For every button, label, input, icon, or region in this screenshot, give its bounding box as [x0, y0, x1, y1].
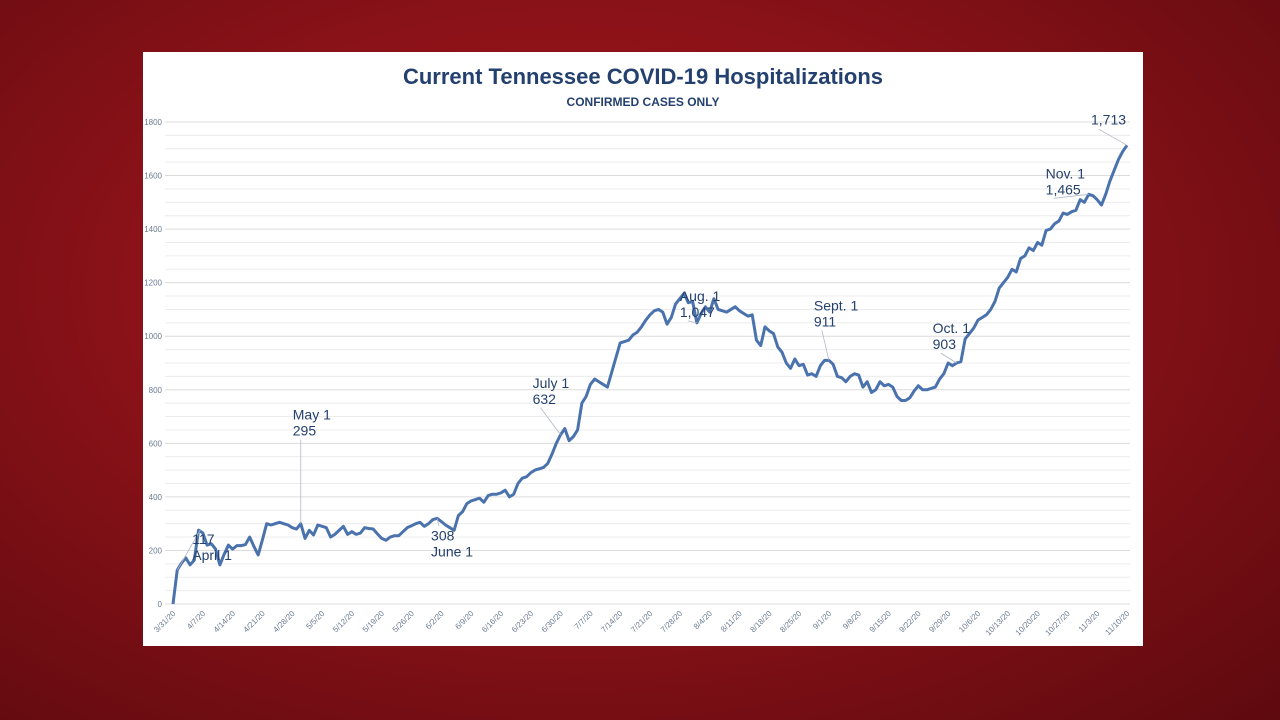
x-tick-label: 9/15/20	[868, 609, 894, 635]
x-tick-label: 6/2/20	[424, 609, 446, 631]
x-tick-label: 10/13/20	[984, 609, 1013, 638]
chart-title: Current Tennessee COVID-19 Hospitalizati…	[403, 64, 883, 89]
x-tick-label: 11/3/20	[1077, 609, 1102, 634]
annotation-leader	[821, 330, 830, 361]
x-tick-label: 4/14/20	[212, 609, 238, 635]
annotation-label: 1,047	[680, 304, 715, 320]
x-tick-label: 5/19/20	[361, 609, 387, 635]
y-tick-label: 200	[149, 546, 163, 555]
y-tick-label: 1400	[144, 225, 162, 234]
annotation-label: 1,713	[1091, 111, 1126, 127]
x-tick-label: 10/6/20	[957, 609, 983, 635]
annotation-label: June 1	[431, 543, 473, 559]
x-tick-label: 5/5/20	[304, 609, 326, 631]
x-tick-label: 7/28/20	[659, 609, 685, 635]
x-tick-label: 5/12/20	[331, 609, 357, 635]
annotation-label: Oct. 1	[933, 320, 971, 336]
x-tick-label: 8/25/20	[778, 609, 804, 635]
annotation-leader	[1098, 128, 1128, 146]
x-tick-label: 4/28/20	[271, 609, 297, 635]
y-tick-label: 800	[149, 386, 163, 395]
x-tick-label: 7/21/20	[629, 609, 655, 635]
x-tick-label: 9/1/20	[811, 609, 833, 631]
annotation-label: 295	[293, 423, 317, 439]
x-tick-label: 6/30/20	[540, 609, 566, 635]
annotation-label: Nov. 1	[1046, 165, 1086, 181]
x-tick-label: 8/11/20	[719, 609, 744, 634]
x-tick-label: 7/14/20	[599, 609, 625, 635]
x-tick-label: 8/4/20	[692, 609, 714, 631]
annotation-label: Sept. 1	[814, 297, 859, 313]
x-tick-label: 3/31/20	[152, 609, 178, 635]
y-tick-label: 600	[149, 439, 163, 448]
annotation-label: April 1	[192, 547, 232, 563]
x-tick-label: 10/20/20	[1014, 609, 1043, 638]
annotation-label: 911	[814, 313, 837, 329]
x-tick-label: 6/9/20	[453, 609, 475, 631]
annotation-leader	[540, 407, 561, 436]
annotation-label: 1,465	[1046, 181, 1081, 197]
x-tick-label: 7/7/20	[573, 609, 595, 631]
x-tick-label: 11/10/20	[1103, 609, 1131, 637]
series-line	[171, 144, 1129, 605]
annotation-leader	[176, 529, 201, 571]
annotation-leader	[1053, 193, 1089, 199]
x-tick-label: 8/18/20	[748, 609, 774, 635]
x-tick-label: 4/7/20	[185, 609, 207, 631]
chart-subtitle: CONFIRMED CASES ONLY	[567, 95, 720, 109]
annotation-label: 903	[933, 336, 957, 352]
annotation-leader	[436, 518, 440, 527]
y-tick-label: 1600	[144, 172, 162, 181]
chart-panel	[143, 52, 1143, 646]
x-tick-label: 5/26/20	[391, 609, 417, 635]
x-tick-label: 9/29/20	[927, 609, 953, 635]
y-tick-label: 400	[149, 493, 163, 502]
x-tick-label: 6/16/20	[480, 609, 506, 635]
annotation-label: July 1	[533, 375, 570, 391]
x-tick-label: 6/23/20	[510, 609, 536, 635]
x-tick-label: 4/21/20	[242, 609, 268, 635]
y-tick-label: 1800	[144, 118, 162, 127]
annotation-leader	[687, 320, 697, 324]
annotation-label: 308	[431, 527, 455, 543]
annotation-leader	[940, 352, 957, 364]
x-tick-label: 9/22/20	[897, 609, 923, 635]
y-tick-label: 0	[158, 600, 163, 609]
x-tick-label: 9/8/20	[841, 609, 863, 631]
y-tick-label: 1200	[144, 279, 162, 288]
annotation-label: Aug. 1	[680, 288, 721, 304]
y-tick-label: 1000	[144, 332, 162, 341]
x-tick-label: 10/27/20	[1043, 609, 1072, 638]
annotation-label: 632	[533, 391, 557, 407]
annotation-label: May 1	[293, 407, 331, 423]
annotation-label: 117	[192, 531, 215, 547]
